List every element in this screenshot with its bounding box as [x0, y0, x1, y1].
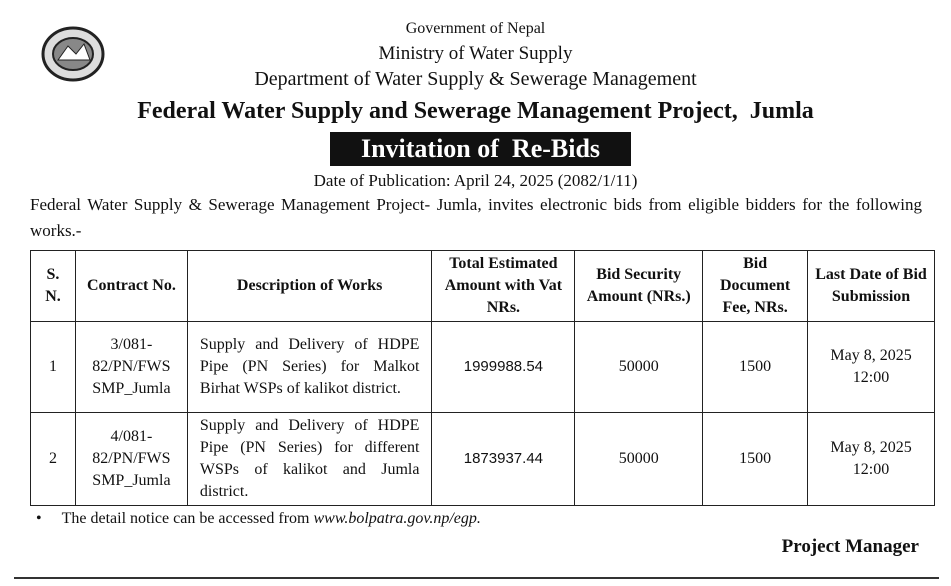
rule [14, 577, 939, 579]
column-header: Last Date of Bid Submission [807, 250, 935, 322]
cell: 1873937.44 [431, 412, 576, 506]
column-header: Bid Document Fee, NRs. [702, 250, 809, 322]
note-text: The detail notice can be accessed from [61, 510, 314, 527]
row: 1 3/081-82/PN/FWS SMP_Jumla Supply and Del… [30, 321, 935, 413]
signature: Project Manager [781, 536, 919, 557]
cell: 1500 [702, 412, 809, 506]
column-header: S. N. [30, 250, 76, 322]
cell: 2 [30, 412, 76, 506]
cell: May 8, 2025 12:00 [807, 412, 935, 506]
cell: Supply and Delivery of HDPE Pipe (PN Ser… [186, 321, 433, 413]
title: Federal Water Supply and Sewerage Manage… [137, 98, 814, 124]
bid-table: S. N. Contract No. Description of Works Tot… [30, 250, 935, 506]
row: 2 4/081-82/PN/FWS SMP_Jumla Supply and Del… [30, 412, 935, 506]
column-header: Description of Works [186, 250, 433, 322]
header-row: S. N. Contract No. Description of Works Tot… [30, 250, 935, 322]
cell: May 8, 2025 12:00 [807, 321, 935, 413]
date: Date of Publication: April 24, 2025 (208… [313, 171, 638, 190]
column-header: Bid Security Amount (NRs.) [574, 250, 704, 322]
column-header: Contract No. [74, 250, 188, 322]
cell: 4/081-82/PN/FWS SMP_Jumla [74, 412, 188, 506]
cell: 1 [30, 321, 76, 413]
cell: 1999988.54 [431, 321, 576, 413]
note-link: www.bolpatra.gov.np/egp. [313, 510, 481, 527]
cell: 3/081-82/PN/FWS SMP_Jumla [74, 321, 188, 413]
cell: 50000 [574, 412, 704, 506]
column-header: Total Estimated Amount with Vat NRs. [431, 250, 576, 322]
cell: Supply and Delivery of HDPE Pipe (PN Ser… [186, 412, 433, 506]
cell: 1500 [702, 321, 809, 413]
emblem [41, 26, 105, 82]
banner: Invitation of Re-Bids [330, 132, 631, 166]
gov: Government of Nepal [405, 20, 546, 37]
ministry: Ministry of Water Supply [378, 43, 573, 64]
department: Department of Water Supply & Sewerage Ma… [254, 68, 697, 90]
cell: 50000 [574, 321, 704, 413]
intro: Federal Water Supply & Sewerage Manageme… [30, 195, 922, 240]
note: • The detail notice can be accessed from… [36, 510, 481, 527]
